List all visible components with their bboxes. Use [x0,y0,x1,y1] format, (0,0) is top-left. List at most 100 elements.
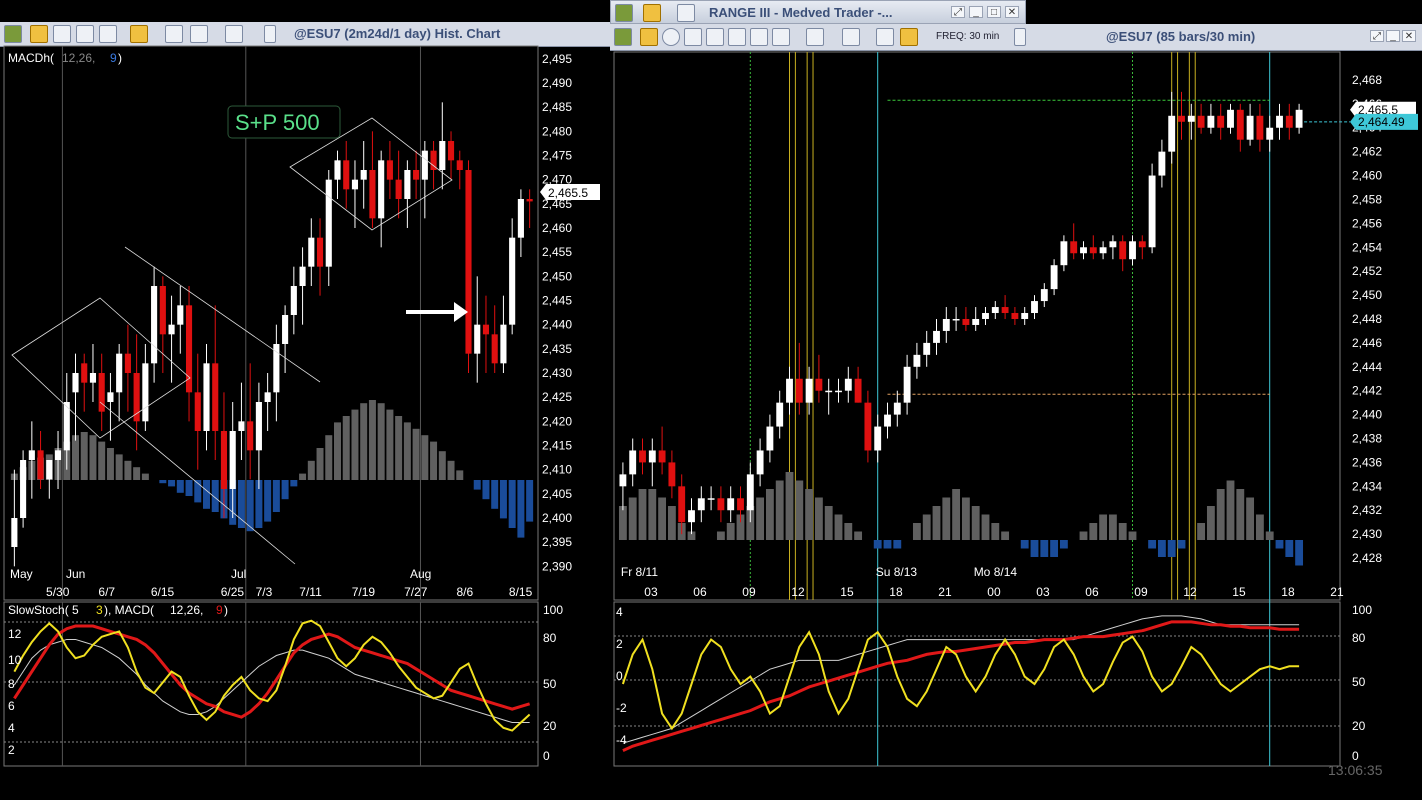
zoom-out-icon[interactable] [750,28,768,46]
clock-readout: 13:06:35 [1328,762,1383,778]
close-button[interactable]: ✕ [1402,30,1416,42]
frequency-dropdown[interactable]: FREQ: 30 min [936,31,1000,42]
macd-histogram-bar [334,422,341,480]
right-chart-svg: 2,4682,4662,4642,4622,4602,4582,4562,454… [613,51,1418,767]
zoom-out-icon[interactable] [76,25,94,43]
candle-body [46,460,53,480]
open-folder-icon[interactable] [842,28,860,46]
day-label: Fr 8/11 [621,565,658,579]
app-logo-icon[interactable] [614,28,632,46]
hour-tick-label: 18 [1281,585,1295,599]
restore-button[interactable]: ⤢ [1370,30,1384,42]
zoom-in-icon[interactable] [728,28,746,46]
candle-body [413,170,420,180]
save-icon[interactable] [190,25,208,43]
macd-histogram-bar [395,416,403,480]
macd-histogram-bar [648,489,657,540]
macd-histogram-bar [80,432,88,480]
pin-icon[interactable] [900,28,918,46]
macd-histogram-bar [421,435,429,480]
macd-histogram-bar [307,460,315,480]
y-tick-label: 2,438 [1352,432,1382,446]
osc-macd-line [13,638,530,724]
candle-body [737,498,744,511]
macd-histogram-bar [1167,540,1176,557]
hour-tick-label: 09 [1134,585,1148,599]
grid-icon[interactable] [706,28,724,46]
candle-body [786,378,793,403]
osc-left-tick: 4 [616,605,623,619]
dropdown-menu-icon[interactable] [264,25,276,43]
candle-body [212,363,219,431]
macd-histogram-bar [883,540,892,549]
macd-histogram-bar [412,428,420,480]
candle-body [707,498,715,500]
candle-body [142,363,149,422]
candle-body [1060,241,1068,266]
macd-histogram-bar [72,435,79,480]
candle-body [124,353,131,373]
macd-histogram-bar [765,489,774,540]
candle-body [688,510,695,523]
calendar-icon[interactable] [876,28,894,46]
macd-histogram-bar [775,480,784,540]
y-tick-label: 2,428 [1352,551,1382,565]
dropdown-menu-icon[interactable] [1014,28,1026,46]
macd-histogram-bar [1128,531,1137,540]
y-tick-label: 2,450 [542,269,572,283]
macd-histogram-bar [185,480,193,496]
candle-body [942,318,950,331]
color-palette-icon[interactable] [772,28,790,46]
candle-body [795,378,803,403]
price-badge-text: 2,465.5 [1358,103,1398,117]
macd-histogram-bar [1197,523,1206,540]
pin-icon[interactable] [130,25,148,43]
color-palette-icon[interactable] [99,25,117,43]
y-tick-label: 2,435 [542,342,572,356]
candle-body [20,460,27,518]
calendar-icon[interactable] [165,25,183,43]
y-tick-label: 2,400 [542,511,572,525]
osc-right-tick: 100 [543,603,563,617]
macd-histogram-bar [1148,540,1157,549]
hour-tick-label: 18 [889,585,903,599]
macd-histogram-bar [159,480,167,484]
candle-body [805,378,813,403]
maximize-button[interactable]: □ [987,6,1001,18]
pin-icon[interactable] [643,4,661,22]
macd-histogram-bar [508,480,516,528]
macd-histogram-bar [473,480,481,490]
candle-body [63,402,70,451]
candle-body [668,462,676,487]
macd-histogram-bar [1246,497,1255,540]
candle-body [1236,109,1244,140]
close-button[interactable]: ✕ [1005,6,1019,18]
zoom-in-icon[interactable] [53,25,71,43]
save-icon[interactable] [806,28,824,46]
candle-body [1266,127,1274,140]
hour-tick-label: 03 [1036,585,1050,599]
macd-histogram-bar [403,422,411,480]
draw-line-icon[interactable] [640,28,658,46]
candle-body [369,170,376,219]
macd-histogram-bar [211,480,219,512]
date-tick-label: 5/30 [46,585,70,599]
candle-body [1080,247,1087,254]
open-folder-icon[interactable] [225,25,243,43]
ellipse-tool-icon[interactable] [662,28,680,46]
osc-right-tick: 80 [543,631,557,645]
macd-histogram-bar [499,480,507,519]
minimize-button[interactable]: _ [1386,30,1400,42]
app-logo-icon[interactable] [4,25,22,43]
y-tick-label: 2,432 [1352,503,1382,517]
candle-body [395,179,402,199]
rectangle-tool-icon[interactable] [684,28,702,46]
app-logo-icon[interactable] [615,4,633,22]
layout-icon[interactable] [677,4,695,22]
hour-tick-label: 09 [742,585,756,599]
restore-button[interactable]: ⤢ [951,6,965,18]
candle-body [482,324,490,335]
minimize-button[interactable]: _ [969,6,983,18]
draw-line-icon[interactable] [30,25,48,43]
macd-histogram-bar [1177,540,1186,549]
